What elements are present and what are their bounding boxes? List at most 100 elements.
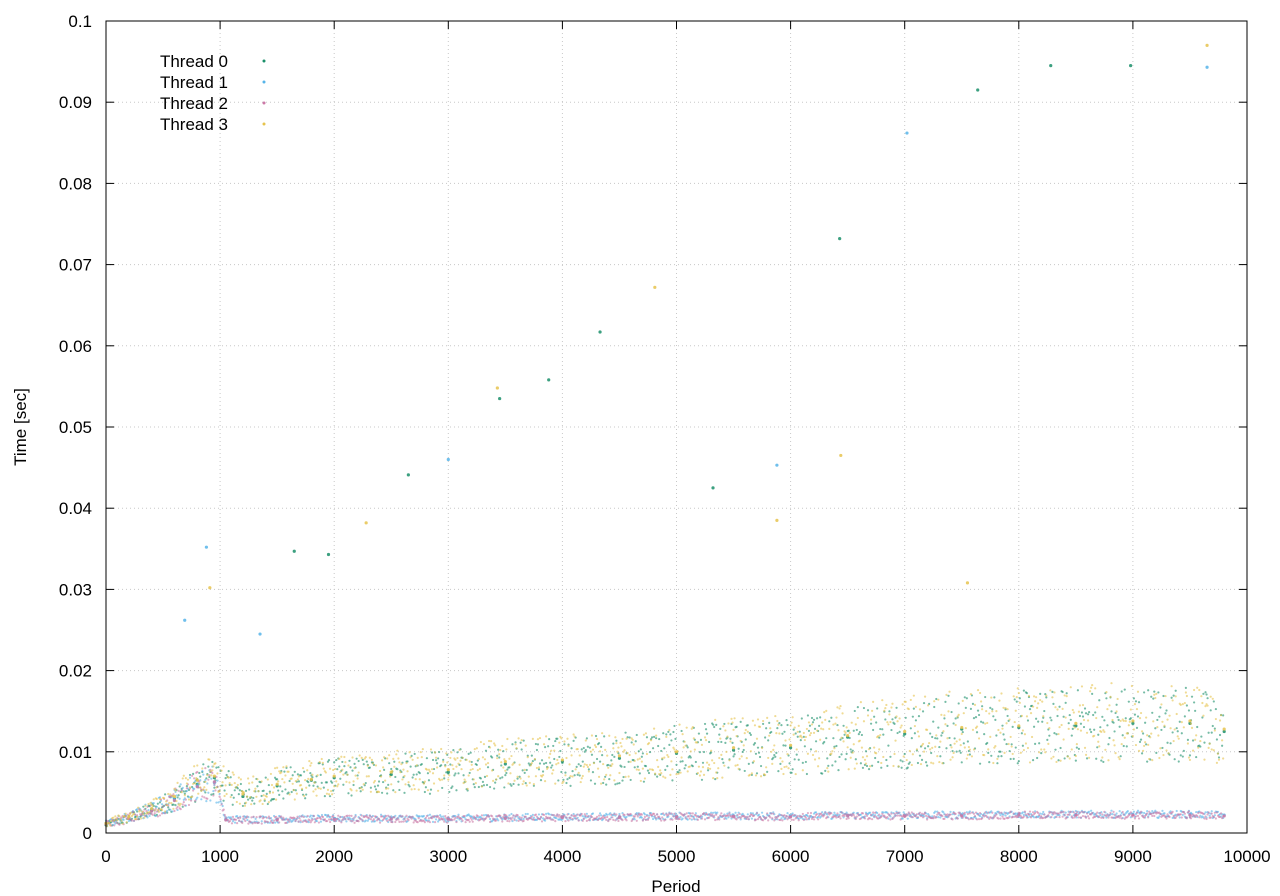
data-point: [1100, 730, 1103, 733]
data-point: [1091, 692, 1094, 695]
data-point: [252, 815, 255, 818]
data-point: [1134, 815, 1138, 818]
data-point: [674, 737, 677, 740]
data-point: [918, 708, 922, 711]
data-point: [936, 813, 939, 816]
data-point: [441, 778, 444, 781]
data-point: [492, 779, 495, 782]
data-point: [581, 760, 584, 763]
data-point: [701, 765, 705, 769]
data-point: [1134, 700, 1138, 703]
data-point: [785, 765, 788, 768]
data-point: [1191, 739, 1195, 742]
data-point: [503, 758, 506, 761]
data-point: [317, 821, 321, 824]
data-point: [1173, 758, 1176, 761]
data-point: [387, 814, 390, 817]
data-point: [813, 758, 817, 761]
data-point: [217, 766, 220, 769]
data-point: [308, 819, 311, 822]
data-point: [584, 739, 587, 742]
data-point: [476, 769, 479, 772]
data-point: [662, 812, 665, 815]
data-point: [294, 789, 297, 792]
data-point: [1197, 746, 1200, 749]
data-point: [242, 815, 245, 818]
data-point: [1131, 719, 1135, 723]
data-point: [521, 769, 524, 772]
data-point: [222, 808, 225, 811]
data-point: [236, 815, 239, 818]
data-point: [878, 748, 881, 751]
data-point: [568, 763, 571, 766]
data-point: [460, 768, 463, 771]
data-point: [187, 803, 191, 807]
data-point: [548, 756, 551, 759]
data-point: [370, 816, 373, 819]
data-point: [543, 780, 547, 783]
data-point: [225, 792, 228, 796]
data-point: [948, 690, 951, 693]
data-point: [1072, 724, 1075, 727]
data-point: [1175, 712, 1178, 716]
data-point: [1087, 756, 1091, 759]
data-point: [399, 815, 402, 818]
data-point: [754, 774, 758, 777]
data-point: [1146, 810, 1149, 813]
data-point: [468, 820, 471, 823]
data-point: [797, 724, 800, 727]
data-point: [251, 822, 254, 825]
data-point: [671, 779, 674, 782]
data-point: [915, 813, 919, 816]
data-point: [470, 760, 473, 764]
data-point: [945, 693, 948, 696]
data-point: [1076, 728, 1079, 731]
data-point: [806, 752, 810, 755]
data-point: [157, 810, 161, 813]
data-point: [1144, 721, 1147, 724]
data-point: [1091, 684, 1094, 687]
data-point: [172, 798, 177, 803]
data-point: [1176, 730, 1179, 733]
data-point: [809, 811, 813, 815]
data-point: [738, 812, 741, 815]
data-point: [642, 817, 646, 821]
data-point: [296, 815, 299, 818]
data-point: [336, 785, 339, 788]
data-point: [839, 738, 842, 741]
data-point: [198, 782, 201, 785]
data-point: [722, 814, 725, 817]
data-point: [578, 774, 581, 777]
data-point: [684, 744, 687, 747]
data-point: [801, 769, 804, 772]
data-point: [610, 759, 613, 762]
data-point: [894, 739, 897, 742]
data-point: [1056, 714, 1059, 718]
data-point: [709, 813, 712, 816]
data-point: [425, 768, 429, 771]
data-point: [788, 738, 791, 741]
data-point: [1161, 746, 1164, 750]
data-point: [281, 790, 284, 793]
data-point: [1082, 725, 1086, 729]
data-point: [735, 818, 738, 821]
data-point: [976, 88, 980, 92]
data-point: [413, 752, 416, 756]
data-point: [649, 739, 653, 742]
data-point: [1073, 726, 1076, 729]
data-point: [1042, 816, 1045, 819]
data-point: [1143, 811, 1146, 815]
data-point: [908, 761, 911, 764]
data-point: [739, 739, 742, 743]
data-point: [859, 817, 862, 820]
data-point: [246, 818, 249, 822]
data-point: [1025, 692, 1029, 695]
data-point: [612, 818, 615, 821]
data-point: [305, 820, 308, 824]
data-point: [669, 818, 672, 821]
data-point: [897, 811, 900, 814]
data-point: [642, 733, 646, 736]
data-point: [1119, 755, 1122, 758]
data-point: [859, 762, 862, 765]
data-point: [273, 776, 277, 779]
